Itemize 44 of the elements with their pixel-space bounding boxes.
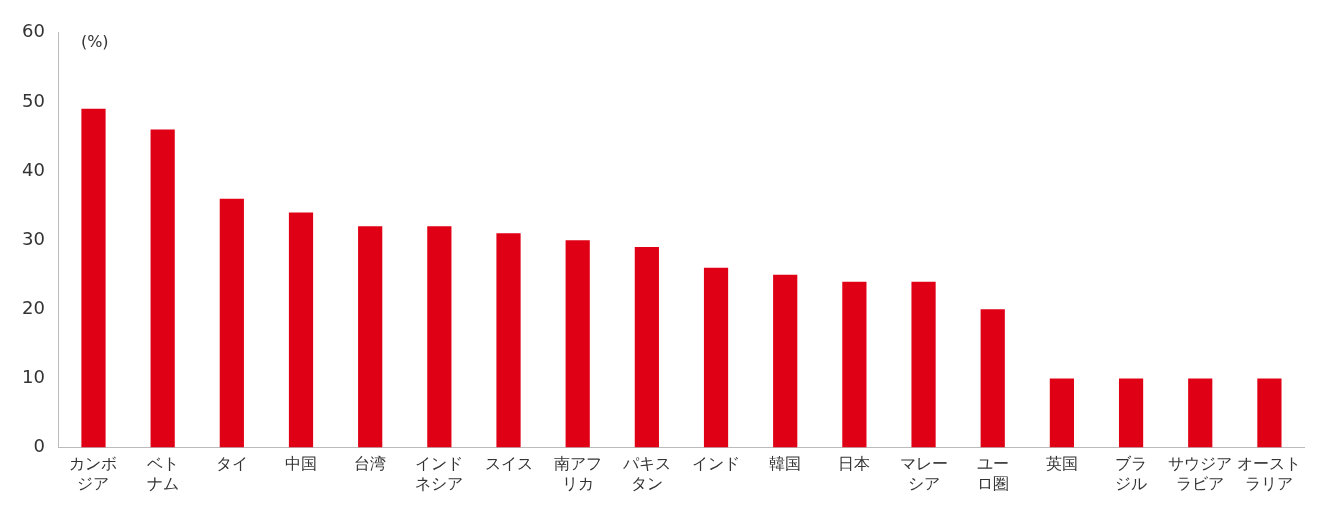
x-tick-label: ベトナム	[146, 454, 179, 493]
x-tick-label: 韓国	[769, 454, 802, 474]
bar	[842, 281, 867, 448]
y-tick-label: 20	[22, 297, 45, 319]
bar	[496, 233, 521, 448]
bar	[980, 309, 1005, 448]
x-tick-label: 英国	[1045, 454, 1078, 474]
x-tick-label: カンボジア	[69, 454, 118, 493]
x-tick-label: 中国	[285, 454, 318, 474]
y-tick-label: 10	[22, 366, 45, 388]
x-tick-label: パキスタン	[621, 454, 671, 493]
x-tick-label: ブラジル	[1115, 454, 1148, 493]
bar	[634, 247, 659, 448]
bar	[358, 226, 383, 448]
y-tick-label: 40	[22, 158, 45, 180]
x-tick-label: タイ	[215, 454, 248, 474]
y-tick-label: 50	[22, 89, 45, 111]
x-tick-label: 台湾	[354, 454, 387, 474]
bar	[773, 274, 798, 448]
y-tick-label: 0	[33, 435, 45, 457]
bar	[703, 267, 729, 448]
x-tick-label: インドネシア	[415, 454, 464, 493]
y-axis-title: (%)	[80, 31, 109, 51]
bar	[911, 281, 936, 448]
x-tick-label: 日本	[838, 454, 871, 474]
bar	[219, 198, 244, 448]
bar	[150, 129, 175, 448]
x-tick-label: マレーシア	[899, 454, 948, 493]
bar	[1118, 378, 1144, 448]
x-tick-label: インド	[692, 454, 741, 474]
bar	[1188, 378, 1213, 448]
y-tick-label: 30	[22, 227, 45, 249]
bar	[1257, 378, 1282, 448]
bar	[427, 226, 452, 448]
x-tick-label: オーストラリア	[1237, 454, 1302, 493]
bar	[81, 108, 106, 448]
x-tick-label: スイス	[484, 454, 533, 474]
x-tick-label: サウジアラビア	[1168, 454, 1233, 493]
y-tick-label: 60	[22, 20, 45, 42]
x-tick-label: 南アフリカ	[553, 454, 602, 493]
x-tick-label: ユーロ圏	[976, 454, 1009, 493]
bar	[565, 240, 590, 448]
bar	[1049, 378, 1074, 448]
bar	[288, 212, 314, 448]
